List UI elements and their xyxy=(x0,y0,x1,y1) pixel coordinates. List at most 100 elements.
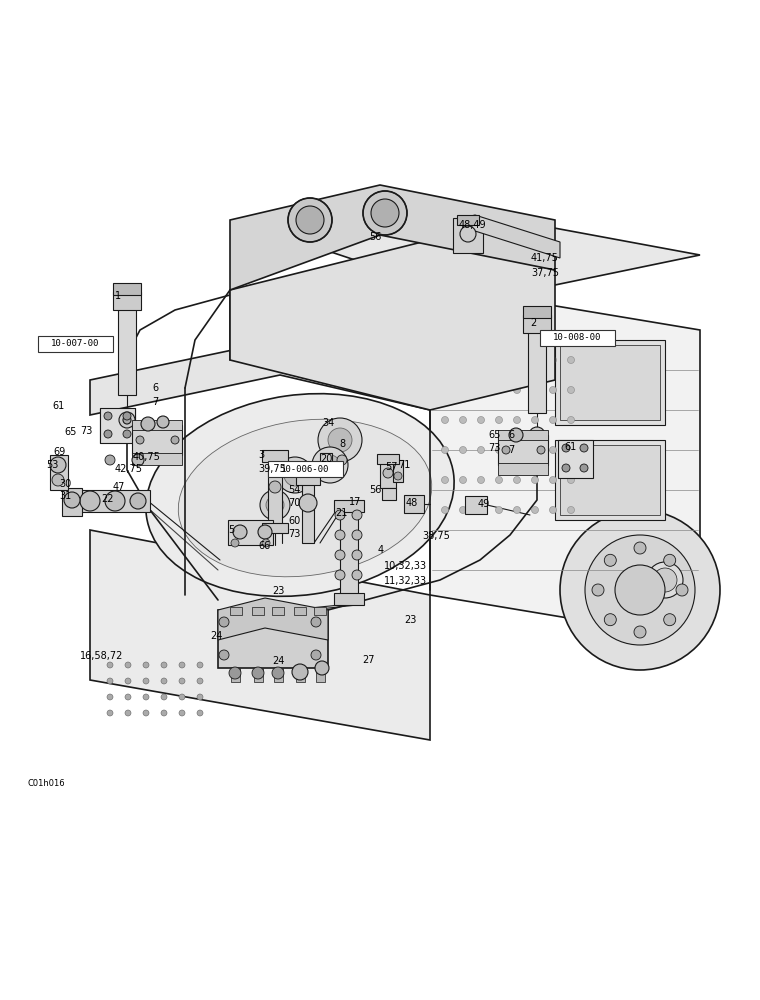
Bar xyxy=(113,283,141,295)
Circle shape xyxy=(531,506,539,514)
Text: 34: 34 xyxy=(322,418,334,428)
Circle shape xyxy=(604,554,616,566)
Bar xyxy=(523,315,551,333)
Text: 24: 24 xyxy=(210,631,223,641)
Ellipse shape xyxy=(146,394,454,596)
Circle shape xyxy=(352,510,362,520)
Bar xyxy=(498,430,548,440)
Circle shape xyxy=(292,664,308,680)
Text: 31: 31 xyxy=(59,491,71,501)
Bar xyxy=(296,668,305,682)
Circle shape xyxy=(161,662,167,668)
Circle shape xyxy=(531,386,539,393)
Text: 69: 69 xyxy=(53,447,65,457)
Circle shape xyxy=(477,386,485,393)
Circle shape xyxy=(663,614,676,626)
Circle shape xyxy=(502,446,510,454)
Circle shape xyxy=(568,386,575,393)
Bar xyxy=(38,336,113,352)
Bar xyxy=(218,610,328,668)
Circle shape xyxy=(568,416,575,424)
Circle shape xyxy=(107,678,113,684)
Circle shape xyxy=(585,535,695,645)
Circle shape xyxy=(179,694,185,700)
Text: 60: 60 xyxy=(288,516,300,526)
Text: 73: 73 xyxy=(288,529,300,539)
Circle shape xyxy=(269,481,281,493)
Circle shape xyxy=(568,446,575,454)
Bar xyxy=(316,668,325,682)
Bar xyxy=(262,450,288,462)
Text: 71: 71 xyxy=(398,460,410,470)
Text: 53: 53 xyxy=(46,460,59,470)
Circle shape xyxy=(549,506,556,514)
Circle shape xyxy=(460,386,467,393)
Bar xyxy=(558,440,593,478)
Circle shape xyxy=(80,491,100,511)
Circle shape xyxy=(460,226,476,242)
Text: 21: 21 xyxy=(335,508,347,518)
Bar xyxy=(118,300,136,395)
Circle shape xyxy=(311,617,321,627)
Bar xyxy=(113,292,141,310)
Circle shape xyxy=(676,584,688,596)
Text: 16,58,72: 16,58,72 xyxy=(80,651,123,661)
Circle shape xyxy=(105,455,115,465)
Bar xyxy=(268,455,282,525)
Circle shape xyxy=(460,357,467,363)
Circle shape xyxy=(371,199,399,227)
Circle shape xyxy=(537,446,545,454)
Bar xyxy=(382,488,396,500)
Circle shape xyxy=(580,464,588,472)
Circle shape xyxy=(219,617,229,627)
Text: 17: 17 xyxy=(349,497,361,507)
Circle shape xyxy=(496,357,502,363)
Circle shape xyxy=(477,506,485,514)
Circle shape xyxy=(107,710,113,716)
Circle shape xyxy=(496,477,502,484)
Circle shape xyxy=(272,667,284,679)
Polygon shape xyxy=(463,215,560,258)
Bar xyxy=(296,473,320,485)
Text: 48: 48 xyxy=(406,498,418,508)
Bar xyxy=(334,593,364,605)
Bar xyxy=(457,215,479,225)
Bar xyxy=(294,607,306,615)
Bar xyxy=(404,495,424,513)
Text: 10-008-00: 10-008-00 xyxy=(553,334,602,342)
Text: 73: 73 xyxy=(488,443,500,453)
Text: 61: 61 xyxy=(564,442,576,452)
Circle shape xyxy=(634,542,646,554)
Bar xyxy=(453,218,483,253)
Circle shape xyxy=(337,455,347,465)
Circle shape xyxy=(335,510,345,520)
Circle shape xyxy=(460,416,467,424)
Polygon shape xyxy=(280,205,700,285)
Bar xyxy=(254,668,263,682)
Circle shape xyxy=(477,357,485,363)
Circle shape xyxy=(363,191,407,235)
Text: 2: 2 xyxy=(530,318,537,328)
Circle shape xyxy=(50,457,66,473)
Text: 54: 54 xyxy=(288,485,300,495)
Text: 57: 57 xyxy=(385,462,397,472)
Circle shape xyxy=(260,490,290,520)
Circle shape xyxy=(136,436,144,444)
Circle shape xyxy=(233,525,247,539)
Circle shape xyxy=(529,427,545,443)
Circle shape xyxy=(141,417,155,431)
Circle shape xyxy=(514,416,521,424)
Circle shape xyxy=(179,678,185,684)
Bar xyxy=(393,460,403,482)
Circle shape xyxy=(335,570,345,580)
Circle shape xyxy=(568,357,575,363)
Circle shape xyxy=(531,416,539,424)
Bar xyxy=(274,668,283,682)
Circle shape xyxy=(64,492,80,508)
Circle shape xyxy=(161,678,167,684)
Circle shape xyxy=(647,562,683,598)
Text: 56: 56 xyxy=(369,485,382,495)
Circle shape xyxy=(615,565,665,615)
Circle shape xyxy=(284,464,306,486)
Circle shape xyxy=(299,494,317,512)
